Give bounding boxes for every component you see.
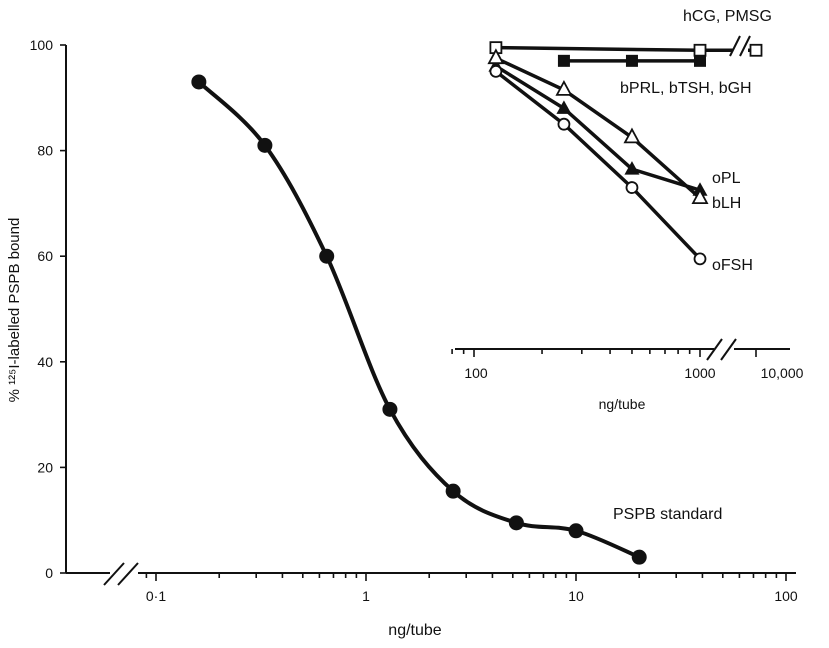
y-tick-label: 0 [45, 565, 53, 581]
y-tick-label: 20 [37, 459, 53, 475]
inset-point-ofsh [625, 181, 639, 194]
inset-line-break-mark [739, 35, 751, 57]
y-tick-label: 60 [37, 248, 53, 264]
inset-point-hcg-pmsg [693, 43, 707, 57]
inset-point-blh [623, 127, 641, 144]
inset-series-label-ofsh: oFSH [712, 257, 753, 274]
y-axis-label: % ¹²⁵I-labelled PSPB bound [6, 218, 23, 403]
data-point-pspb [445, 483, 461, 499]
x-tick-label: 1 [362, 588, 370, 604]
inset-series-label-bprl-btsh-bgh: bPRL, bTSH, bGH [620, 80, 752, 97]
inset-point-blh [555, 79, 573, 96]
x-tick-label: 100 [774, 588, 798, 604]
inset-series-label-hcg-pmsg: hCG, PMSG [683, 8, 772, 25]
data-point-pspb [568, 523, 584, 539]
inset-point-opl [556, 100, 572, 114]
x-axis-label: ng/tube [388, 622, 441, 639]
x-tick-label: 10 [568, 588, 584, 604]
inset-line-break-mark [729, 35, 741, 57]
inset-point-ofsh [557, 117, 571, 131]
data-point-pspb [508, 515, 524, 531]
y-tick-label: 100 [30, 37, 54, 53]
inset-point-bprl-btsh-bgh [694, 54, 706, 67]
inset-series-label-blh: bLH [712, 195, 741, 212]
inset-point-blh [487, 48, 505, 65]
inset-x-tick-label: 1000 [684, 365, 715, 381]
inset-x-tick-label: 100 [464, 365, 488, 381]
inset-point-hcg-pmsg [749, 43, 763, 57]
x-axis-break-mark [117, 562, 139, 586]
inset-line-opl [494, 64, 701, 192]
inset-point-blh [691, 188, 709, 205]
y-tick-label: 80 [37, 143, 53, 159]
data-point-pspb [382, 401, 398, 417]
data-point-pspb [257, 137, 273, 153]
x-tick-label: 0·1 [146, 588, 166, 604]
inset-point-ofsh [489, 65, 503, 78]
data-point-pspb [631, 549, 647, 565]
inset-point-ofsh [693, 252, 707, 266]
inset-x-axis-break-mark [720, 338, 737, 361]
series-label-pspb-standard: PSPB standard [613, 506, 722, 523]
pspb-fitted-curve [197, 80, 640, 560]
inset-point-bprl-btsh-bgh [557, 54, 570, 67]
inset-series-label-opl: oPL [712, 170, 741, 187]
inset-x-axis-break-mark [706, 338, 723, 361]
y-tick-label: 40 [37, 354, 53, 370]
inset-x-tick-label: 10,000 [761, 365, 804, 381]
inset-point-bprl-btsh-bgh [625, 54, 638, 67]
inset-point-opl [624, 161, 640, 175]
x-axis-break-mark [103, 562, 125, 586]
inset-line-blh [495, 56, 702, 200]
inset-x-axis-label: ng/tube [599, 396, 646, 412]
inset-line-ofsh [494, 70, 702, 261]
data-point-pspb [319, 248, 335, 264]
data-point-pspb [191, 74, 207, 90]
